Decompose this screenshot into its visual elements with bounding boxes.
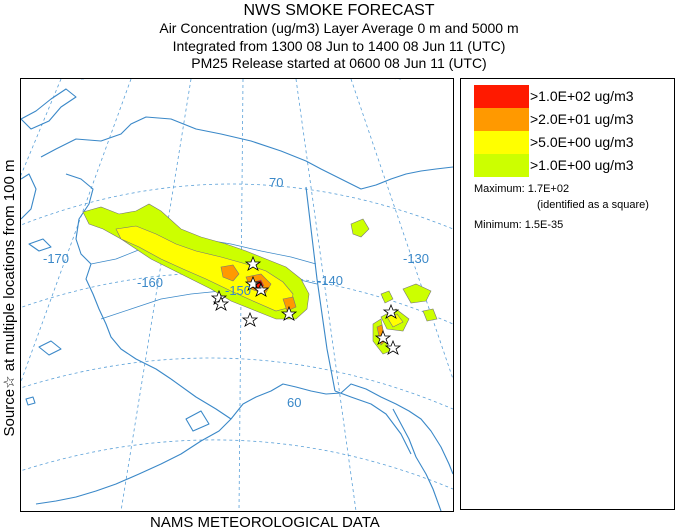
panhandle-coast [392,408,442,511]
latitude-line-55 [21,439,453,490]
lat-label-70: 70 [269,175,283,190]
east-plume-2 [402,283,432,304]
east-plume-6 [422,308,438,322]
release-start: PM25 Release started at 0600 08 Jun 11 (… [191,55,487,71]
forecast-title: NWS SMOKE FORECAST [243,2,435,19]
integration-period: Integrated from 1300 08 Jun to 1400 08 J… [172,38,506,54]
source-star [212,295,230,311]
legend-item-gt20: >2.0E+01 ug/m3 [474,108,669,131]
legend-panel: >1.0E+02 ug/m3 >2.0E+01 ug/m3 >5.0E+00 u… [460,78,675,510]
maximum-note: (identified as a square) [537,199,649,211]
latitude-line-60 [21,357,453,410]
meridian-180 [21,79,62,177]
arctic-coast [40,116,453,190]
legend-label: >2.0E+01 ug/m3 [530,111,634,127]
meridian-160 [120,79,192,511]
map-canvas: -170 -160 -150 -140 -130 70 60 [21,79,453,511]
east-plume-3 [380,290,394,304]
lat-label-60: 60 [287,395,301,410]
source-star [384,339,402,355]
legend-label: >1.0E+00 ug/m3 [530,157,634,173]
lon-label-130: -130 [403,251,429,266]
lon-label-150: -150 [225,283,251,298]
legend-label: >1.0E+02 ug/m3 [530,88,634,104]
meridian-130 [350,79,453,380]
plume-gt20-a [220,264,240,282]
meridian-140 [295,79,357,511]
legend-swatch [474,108,529,131]
nunivak-island [38,340,62,356]
source-star [244,275,262,291]
coastline [21,88,453,511]
pribilof-island [25,396,36,406]
source-star [241,311,259,327]
plume-gt20-c [282,296,297,312]
latitude-line-70 [21,183,453,230]
canada-border-2 [334,390,412,455]
kodiak-island [185,410,210,432]
minimum-value: Minimum: 1.5E-35 [474,219,564,231]
south-coast [340,383,453,475]
smoke-plume-main [82,203,310,320]
meridian-170 [21,79,132,383]
canada-border [305,186,336,392]
source-star [244,255,262,271]
source-star [280,305,298,321]
legend-swatch [474,131,529,154]
legend-swatch [474,154,529,177]
legend-item-gt5: >5.0E+00 ug/m3 [474,131,669,154]
latitude-line-65 [21,272,453,325]
maximum-value: Maximum: 1.7E+02 [474,183,570,195]
legend-label: >5.0E+00 ug/m3 [530,134,634,150]
smoke-plume-east [350,218,438,355]
source-location-label: Source☆ at multiple locations from 100 m [1,159,18,437]
lon-label-140: -140 [317,273,343,288]
east-plume-1 [350,218,370,238]
legend-item-gt1: >1.0E+00 ug/m3 [474,154,669,177]
meteorological-data-label: NAMS METEOROLOGICAL DATA [150,514,380,531]
kuskokwim-river [100,290,222,320]
source-star [374,329,392,345]
lon-label-160: -160 [137,275,163,290]
alaska-peninsula [35,378,232,505]
maximum-square [255,282,262,289]
peninsula-south [230,383,342,420]
siberia-coast-2 [21,173,37,220]
lon-label-170: -170 [43,251,69,266]
smoke-map: -170 -160 -150 -140 -130 70 60 [20,78,454,512]
source-star [382,303,400,319]
legend-item-gt100: >1.0E+02 ug/m3 [474,85,669,108]
st-lawrence-island [28,238,52,252]
legend-swatch [474,85,529,108]
west-coast [65,173,172,380]
concentration-subtitle: Air Concentration (ug/m3) Layer Average … [159,20,519,36]
siberia-coast [21,88,77,130]
